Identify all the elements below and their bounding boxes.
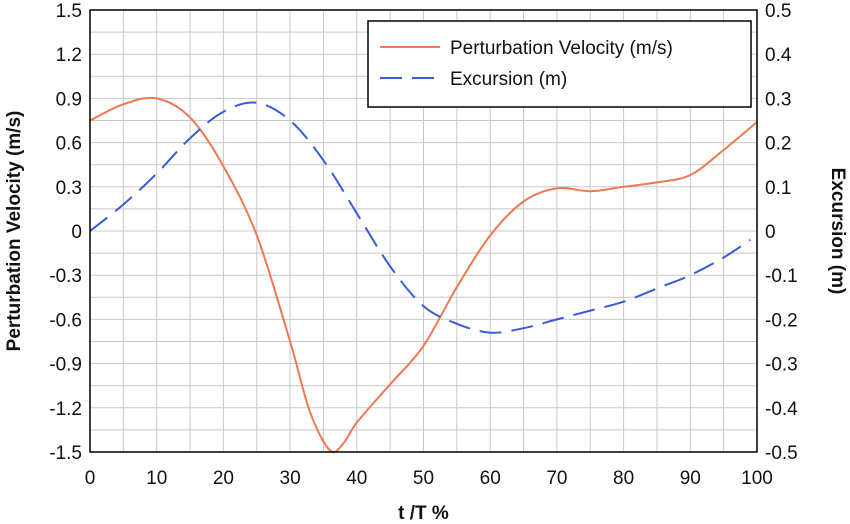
legend-label-excursion: Excursion (m)	[450, 69, 567, 90]
legend-box	[367, 20, 752, 108]
legend: Perturbation Velocity (m/s) Excursion (m…	[367, 20, 752, 108]
y-tick-label-left: 0	[71, 222, 82, 243]
y-tick-label-left: -0.9	[49, 355, 82, 376]
tick-labels: 0 10 20 30 40 50 60 70 80 90 100 1.5 1.2 0.9 0.6 0.3 0 -0…	[49, 1, 798, 489]
legend-label-perturbation-velocity: Perturbation Velocity (m/s)	[450, 38, 673, 59]
y-tick-label-left: 0.6	[56, 134, 82, 155]
plot-frame	[89, 9, 758, 453]
series-line-excursion	[89, 101, 751, 334]
y-tick-label-right: -0.5	[765, 443, 798, 464]
y-tick-label-left: 0.9	[56, 89, 82, 110]
y-tick-label-left: 1.5	[56, 1, 82, 22]
y-tick-label-left: -0.6	[49, 310, 82, 331]
y-tick-label-left: 0.3	[56, 178, 82, 199]
y-tick-label-right: -0.1	[765, 266, 798, 287]
y-tick-label-right: 0.2	[765, 134, 791, 155]
y-tick-label-right: 0.3	[765, 89, 791, 110]
y-tick-label-left: -1.2	[49, 399, 82, 420]
y-tick-label-left: -1.5	[49, 443, 82, 464]
x-tick-label: 20	[213, 468, 234, 489]
y-axis-title-right: Excursion (m)	[827, 168, 848, 295]
x-tick-label: 40	[346, 468, 367, 489]
y-tick-label-right: 0.4	[765, 45, 792, 66]
y-tick-label-right: 0.5	[765, 1, 791, 22]
x-tick-label: 10	[146, 468, 167, 489]
x-tick-label: 100	[741, 468, 773, 489]
series-line-perturbation-velocity	[89, 96, 758, 454]
y-tick-label-right: -0.2	[765, 310, 798, 331]
y-tick-label-right: 0	[765, 222, 776, 243]
series-layer	[89, 96, 758, 454]
y-tick-label-left: 1.2	[56, 45, 82, 66]
x-tick-label: 60	[480, 468, 501, 489]
x-tick-label: 0	[85, 468, 96, 489]
x-tick-label: 50	[413, 468, 434, 489]
x-tick-label: 30	[280, 468, 301, 489]
y-tick-label-right: 0.1	[765, 178, 791, 199]
x-axis-title: t /T %	[398, 503, 449, 524]
y-tick-label-right: -0.4	[765, 399, 798, 420]
x-tick-label: 90	[680, 468, 701, 489]
y-tick-label-right: -0.3	[765, 355, 798, 376]
y-tick-label-left: -0.3	[49, 266, 82, 287]
x-tick-label: 80	[613, 468, 634, 489]
y-axis-title-left: Perturbation Velocity (m/s)	[4, 111, 25, 352]
x-tick-label: 70	[546, 468, 567, 489]
